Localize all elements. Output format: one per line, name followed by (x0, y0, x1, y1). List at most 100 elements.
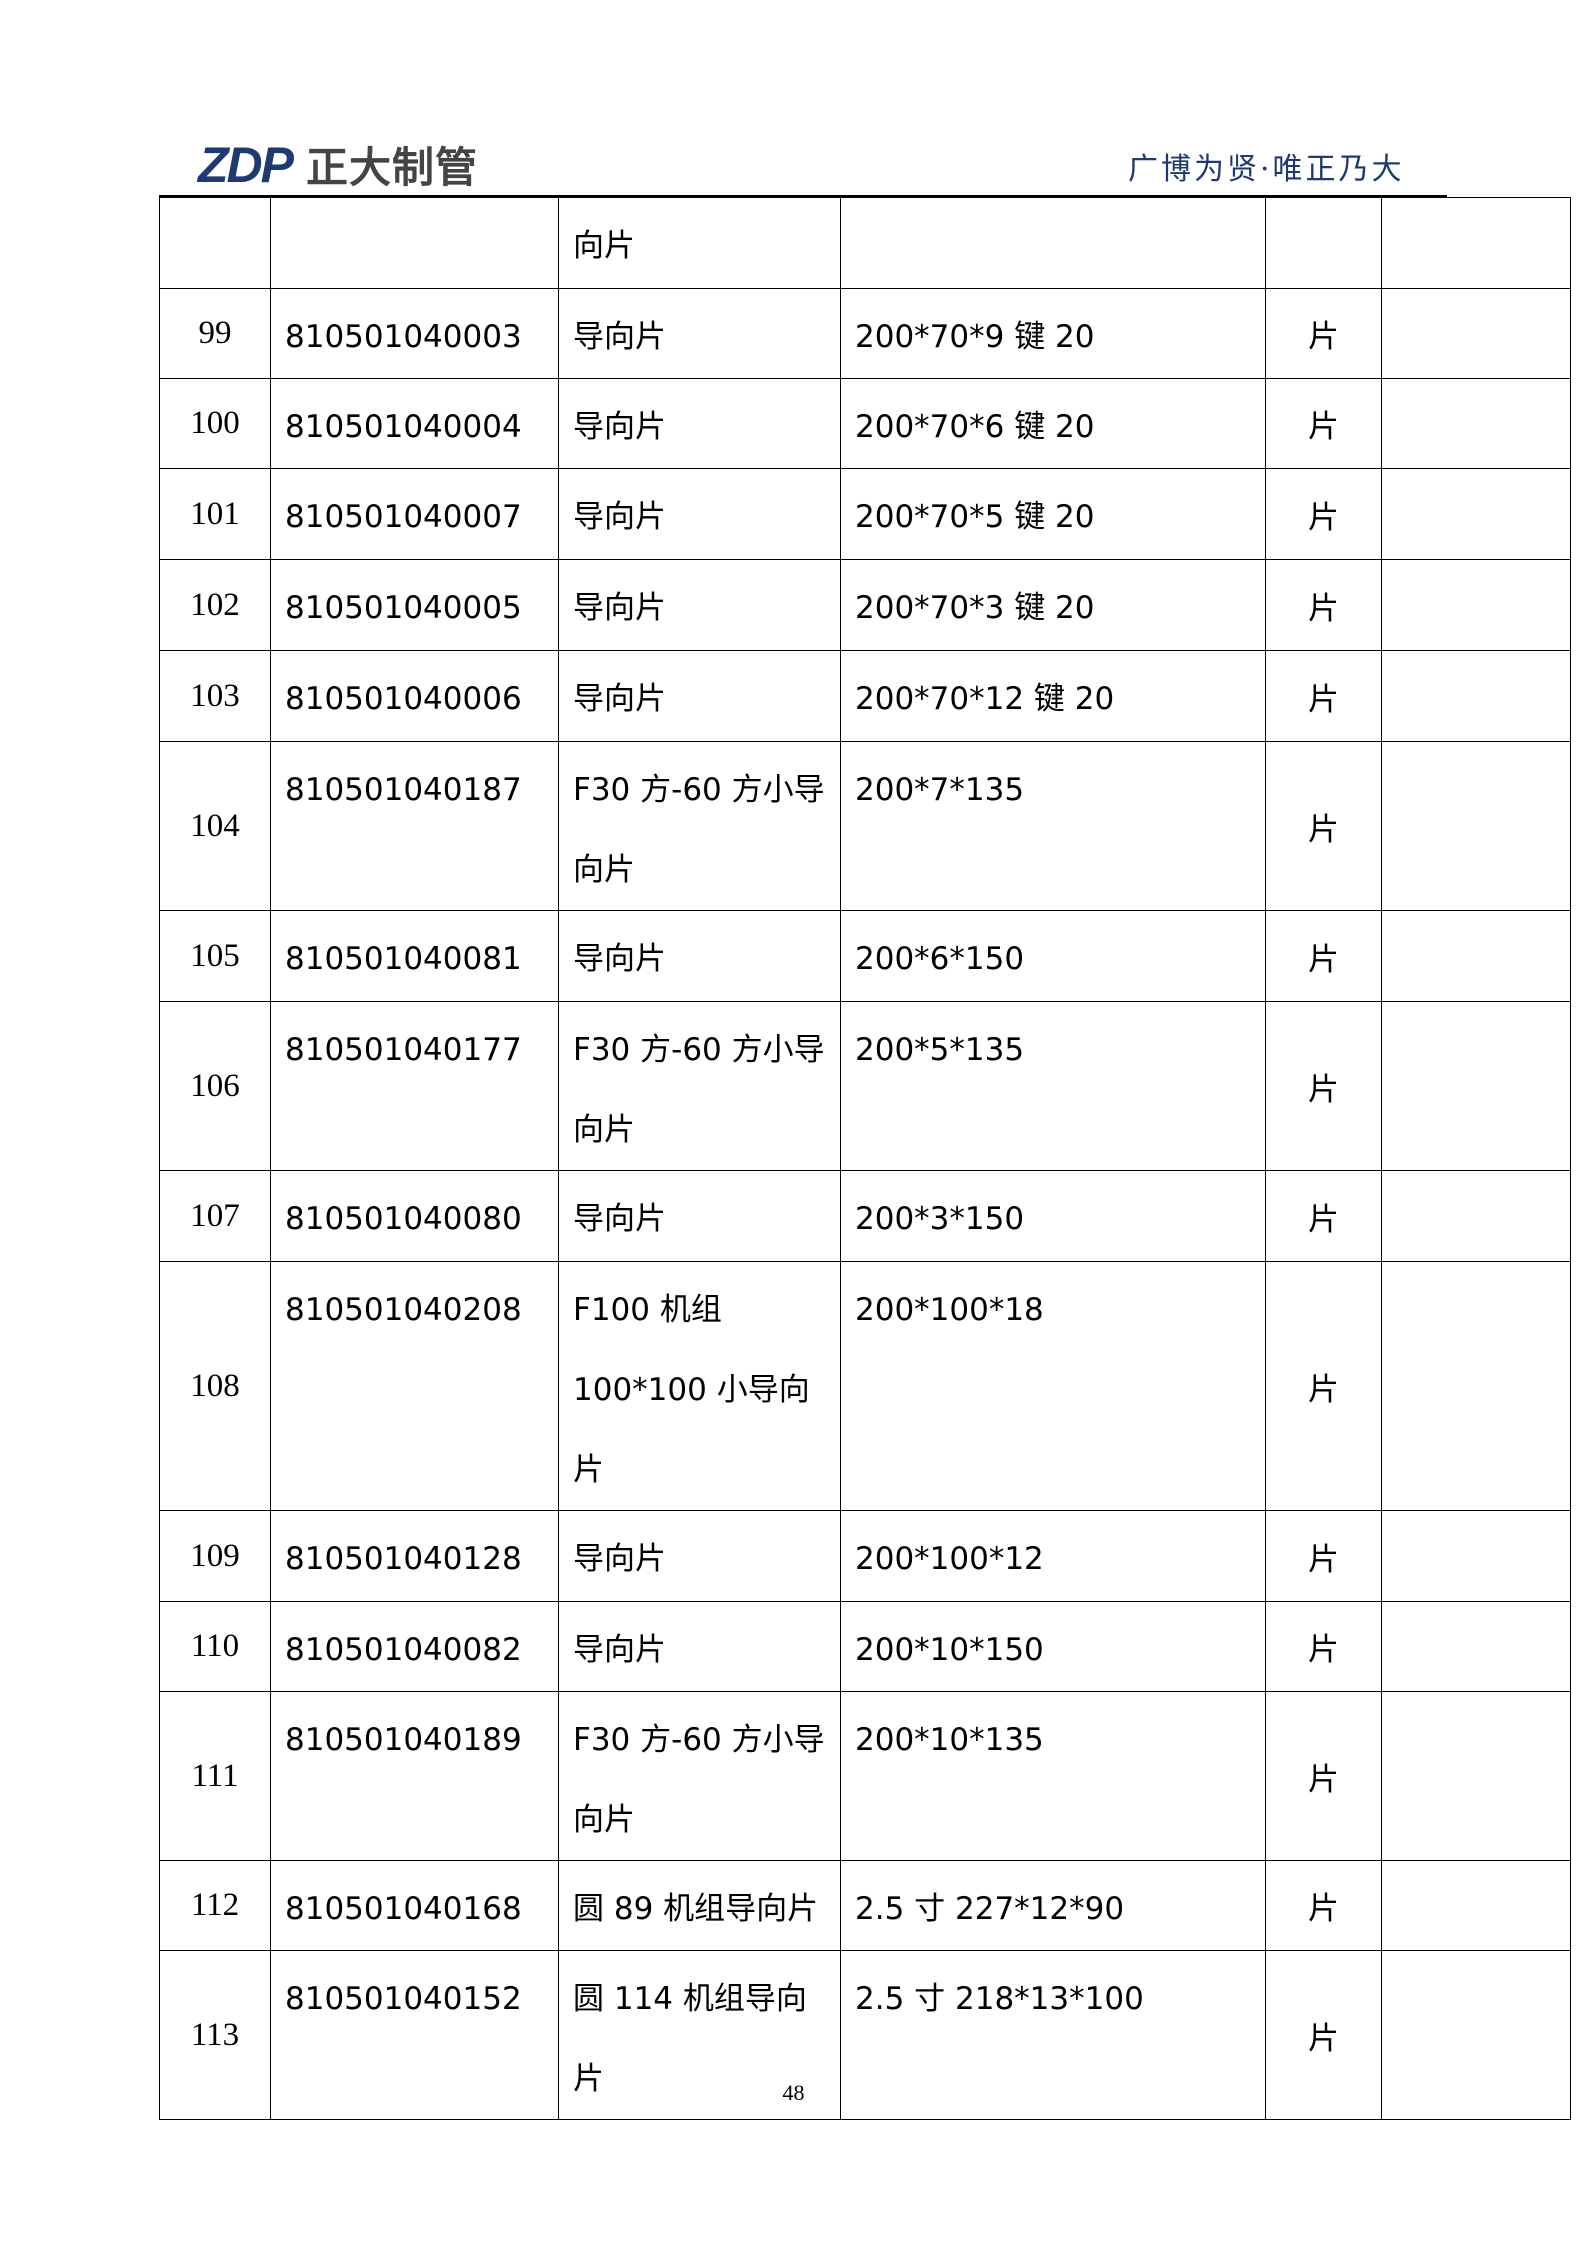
note-cell (1381, 288, 1571, 379)
note-cell (1381, 1691, 1571, 1861)
code-cell: 810501040177 (270, 1001, 559, 1171)
table-row: 101 810501040007 导向片 200*70*5 键 20 片 (159, 468, 1571, 560)
spec-cell: 200*70*12 键 20 (840, 650, 1266, 742)
name-cell: 导向片 (558, 1601, 841, 1692)
spec-cell: 200*70*6 键 20 (840, 378, 1266, 469)
company-logo: ZDP 正大制管 (198, 134, 478, 195)
name-cell: F100 机组 100*100 小导向片 (558, 1261, 841, 1511)
name-cell: F30 方-60 方小导向片 (558, 741, 841, 911)
note-cell (1381, 468, 1571, 560)
sequence-cell: 100 (159, 378, 271, 469)
sequence-cell: 109 (159, 1510, 271, 1602)
page-number: 48 (782, 2080, 805, 2105)
code-cell: 810501040082 (270, 1601, 559, 1692)
note-cell (1381, 1001, 1571, 1171)
table-row: 111 810501040189 F30 方-60 方小导向片 200*10*135 片 (159, 1691, 1571, 1861)
sequence-cell: 104 (159, 741, 271, 911)
sequence-cell: 107 (159, 1170, 271, 1262)
table-row: 113 810501040152 圆 114 机组导向片 2.5 寸 218*13*1… (159, 1950, 1571, 2120)
unit-cell: 片 (1265, 910, 1382, 1002)
name-cell: F30 方-60 方小导向片 (558, 1001, 841, 1171)
code-cell: 810501040080 (270, 1170, 559, 1262)
spec-cell: 200*100*12 (840, 1510, 1266, 1602)
code-cell: 810501040208 (270, 1261, 559, 1511)
unit-cell: 片 (1265, 559, 1382, 651)
name-cell: 导向片 (558, 910, 841, 1002)
unit-cell: 片 (1265, 468, 1382, 560)
table-row: 107 810501040080 导向片 200*3*150 片 (159, 1170, 1571, 1262)
code-cell: 810501040005 (270, 559, 559, 651)
sequence-cell: 102 (159, 559, 271, 651)
spec-cell: 200*100*18 (840, 1261, 1266, 1511)
unit-cell: 片 (1265, 1860, 1382, 1951)
sequence-cell: 106 (159, 1001, 271, 1171)
name-cell: 圆 114 机组导向片 (558, 1950, 841, 2120)
unit-cell: 片 (1265, 1950, 1382, 2120)
unit-cell: 片 (1265, 1601, 1382, 1692)
unit-cell: 片 (1265, 288, 1382, 379)
name-cell: 导向片 (558, 288, 841, 379)
table-row: 102 810501040005 导向片 200*70*3 键 20 片 (159, 559, 1571, 651)
note-cell (1381, 559, 1571, 651)
table-row: 109 810501040128 导向片 200*100*12 片 (159, 1510, 1571, 1602)
sequence-cell: 105 (159, 910, 271, 1002)
note-cell (1381, 378, 1571, 469)
logo-mark: ZDP (198, 136, 294, 193)
name-cell: 导向片 (558, 378, 841, 469)
note-cell (1381, 1510, 1571, 1602)
sequence-cell: 112 (159, 1860, 271, 1951)
note-cell (1381, 1601, 1571, 1692)
sequence-cell: 101 (159, 468, 271, 560)
unit-cell: 片 (1265, 650, 1382, 742)
table-row: 105 810501040081 导向片 200*6*150 片 (159, 910, 1571, 1002)
note-cell (1381, 1860, 1571, 1951)
name-cell: 导向片 (558, 650, 841, 742)
unit-cell: 片 (1265, 1691, 1382, 1861)
sequence-cell: 110 (159, 1601, 271, 1692)
unit-cell: 片 (1265, 1170, 1382, 1262)
note-cell (1381, 910, 1571, 1002)
code-cell: 810501040128 (270, 1510, 559, 1602)
code-cell: 810501040187 (270, 741, 559, 911)
note-cell (1381, 650, 1571, 742)
table-row: 106 810501040177 F30 方-60 方小导向片 200*5*135 片 (159, 1001, 1571, 1171)
spec-cell: 200*7*135 (840, 741, 1266, 911)
code-cell: 810501040004 (270, 378, 559, 469)
spec-cell: 2.5 寸 227*12*90 (840, 1860, 1266, 1951)
unit-cell: 片 (1265, 1001, 1382, 1171)
header-divider (159, 195, 1447, 197)
name-cell: F30 方-60 方小导向片 (558, 1691, 841, 1861)
spec-cell: 200*6*150 (840, 910, 1266, 1002)
code-cell (270, 197, 559, 289)
sequence-cell: 99 (159, 288, 271, 379)
name-cell: 导向片 (558, 1510, 841, 1602)
name-cell: 向片 (558, 197, 841, 289)
table-row: 104 810501040187 F30 方-60 方小导向片 200*7*135 片 (159, 741, 1571, 911)
spec-cell: 200*70*3 键 20 (840, 559, 1266, 651)
code-cell: 810501040168 (270, 1860, 559, 1951)
name-cell: 导向片 (558, 1170, 841, 1262)
table-row: 向片 (159, 197, 1571, 289)
name-cell: 导向片 (558, 468, 841, 560)
table-row: 99 810501040003 导向片 200*70*9 键 20 片 (159, 288, 1571, 379)
code-cell: 810501040007 (270, 468, 559, 560)
code-cell: 810501040081 (270, 910, 559, 1002)
name-cell: 圆 89 机组导向片 (558, 1860, 841, 1951)
note-cell (1381, 741, 1571, 911)
note-cell (1381, 1261, 1571, 1511)
name-cell: 导向片 (558, 559, 841, 651)
note-cell (1381, 197, 1571, 289)
spec-cell: 2.5 寸 218*13*100 (840, 1950, 1266, 2120)
unit-cell: 片 (1265, 378, 1382, 469)
table-row: 108 810501040208 F100 机组 100*100 小导向片 200*1… (159, 1261, 1571, 1511)
unit-cell: 片 (1265, 1510, 1382, 1602)
spec-cell: 200*70*5 键 20 (840, 468, 1266, 560)
unit-cell: 片 (1265, 741, 1382, 911)
spec-cell: 200*70*9 键 20 (840, 288, 1266, 379)
sequence-cell: 103 (159, 650, 271, 742)
sequence-cell (159, 197, 271, 289)
sequence-cell: 108 (159, 1261, 271, 1511)
logo-text: 正大制管 (306, 143, 479, 192)
code-cell: 810501040006 (270, 650, 559, 742)
parts-table: 向片 99 810501040003 导向片 200*70*9 键 20 片 100 8105… (159, 197, 1571, 2120)
